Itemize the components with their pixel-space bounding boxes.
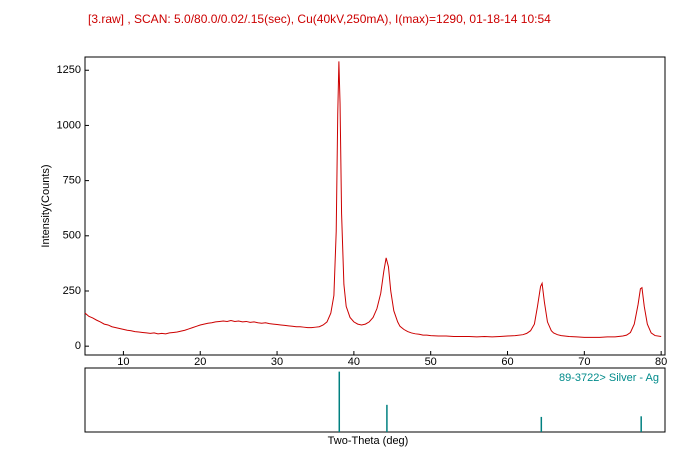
x-tick-label: 60 — [501, 356, 513, 368]
x-tick-label: 40 — [348, 356, 360, 368]
y-tick-label: 1250 — [57, 64, 81, 76]
legend-entry: 89-3722> Silver - Ag — [559, 372, 659, 384]
chart-title: [3.raw] , SCAN: 5.0/80.0/0.02/.15(sec), … — [88, 12, 551, 26]
x-tick-label: 80 — [655, 356, 667, 368]
y-axis-label: Intensity(Counts) — [40, 164, 52, 247]
x-tick-label: 70 — [578, 356, 590, 368]
y-tick-label: 750 — [63, 175, 81, 187]
x-tick-label: 50 — [425, 356, 437, 368]
y-tick-label: 250 — [63, 285, 81, 297]
x-axis-label: Two-Theta (deg) — [328, 435, 409, 447]
y-tick-label: 500 — [63, 230, 81, 242]
y-tick-label: 1000 — [57, 119, 81, 131]
x-tick-label: 30 — [271, 356, 283, 368]
plot-frame — [84, 56, 666, 356]
x-tick-label: 20 — [194, 356, 206, 368]
x-tick-label: 10 — [117, 356, 129, 368]
reference-frame — [84, 367, 666, 433]
data-line — [84, 61, 662, 338]
y-tick-label: 0 — [75, 340, 81, 352]
